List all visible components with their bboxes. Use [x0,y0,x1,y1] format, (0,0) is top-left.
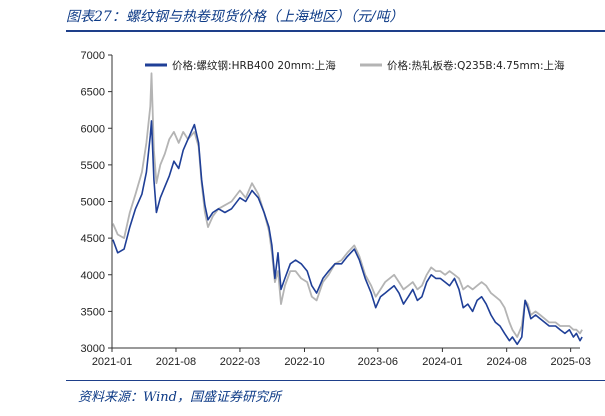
price-chart: 3000 3500 4000 4500 5000 5500 6000 6500 7000 2021… [81,50,591,368]
figure-title: 图表27：螺纹钢与热卷现货价格（上海地区）（元/吨） [66,9,404,25]
series-line-hot-rolled-coil [112,72,583,338]
x-tick-label: 2024-08 [486,356,526,368]
title-rule [66,30,605,32]
source-note: 资料来源：Wind，国盛证券研究所 [78,390,281,405]
x-tick-label: 2023-06 [358,356,398,368]
y-tick-label: 4000 [81,270,105,282]
y-tick-label: 5500 [81,160,105,172]
source-rule [66,380,605,381]
y-tick-label: 4500 [81,233,105,245]
y-tick-label: 3500 [81,306,105,318]
y-tick-label: 6500 [81,87,105,99]
x-tick-label: 2022-10 [284,356,324,368]
y-tick-label: 6000 [81,123,105,135]
legend-hot-rolled-coil-label: 价格:热轧板卷:Q235B:4.75mm:上海 [387,59,565,72]
x-tick-label: 2021-08 [156,356,196,368]
series-line-rebar [112,120,583,346]
y-tick-label: 5000 [81,197,105,209]
y-tick-label: 3000 [81,343,105,355]
x-tick-label: 2025-03 [550,356,590,368]
legend-rebar-label: 价格:螺纹钢:HRB400 20mm:上海 [172,59,336,72]
x-tick-label: 2024-01 [422,356,462,368]
x-tick-label: 2021-01 [92,356,132,368]
x-tick-label: 2022-03 [220,356,260,368]
y-tick-label: 7000 [81,50,105,62]
